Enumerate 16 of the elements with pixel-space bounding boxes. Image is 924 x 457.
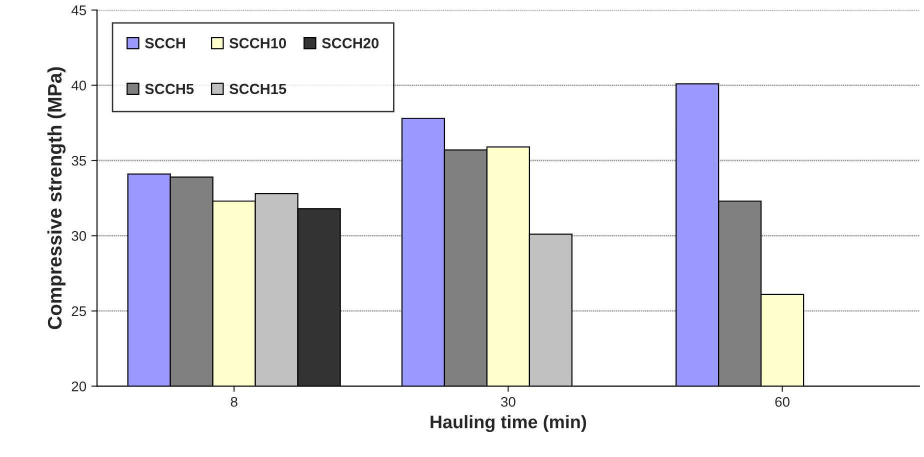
x-tick-label: 30 — [501, 396, 516, 407]
y-tick-label: 35 — [72, 156, 86, 166]
legend-label: SCCH15 — [229, 84, 286, 94]
y-tick-label: 45 — [71, 6, 86, 16]
x-tick-label: 8 — [230, 396, 238, 407]
y-tick-label: 25 — [72, 306, 86, 316]
legend-label: SCCH — [145, 38, 185, 48]
y-tick-label: 40 — [71, 80, 86, 90]
x-axis-title: Hauling time (min) — [430, 415, 586, 432]
legend-label: SCCH20 — [322, 38, 379, 48]
x-tick-label: 60 — [775, 396, 790, 407]
y-tick-label: 20 — [72, 382, 86, 392]
y-tick-label: 30 — [72, 231, 86, 241]
y-axis-title: Compressive strength (MPa) — [47, 67, 66, 330]
legend-label: SCCH10 — [229, 38, 286, 48]
legend-label: SCCH5 — [145, 84, 194, 94]
